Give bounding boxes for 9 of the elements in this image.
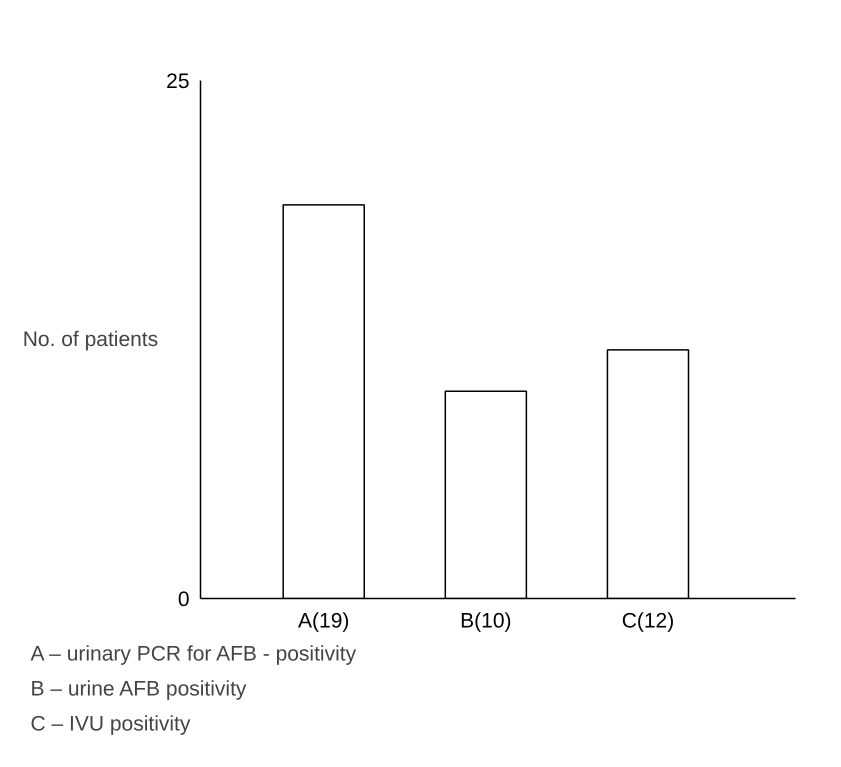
- text: B – urine AFB positivity: [30, 678, 247, 700]
- y-tick-label: 25: [166, 70, 190, 93]
- y-axis-title: No. of patients: [22, 328, 158, 351]
- x-tick-label: B(10): [460, 610, 512, 632]
- x-tick-label: A(19): [298, 610, 350, 632]
- x-tick-label: C(12): [622, 610, 674, 632]
- text: C – IVU positivity: [30, 712, 191, 736]
- y-tick-label: 0: [178, 588, 190, 611]
- text: A – urinary PCR for AFB - positivity: [30, 642, 357, 666]
